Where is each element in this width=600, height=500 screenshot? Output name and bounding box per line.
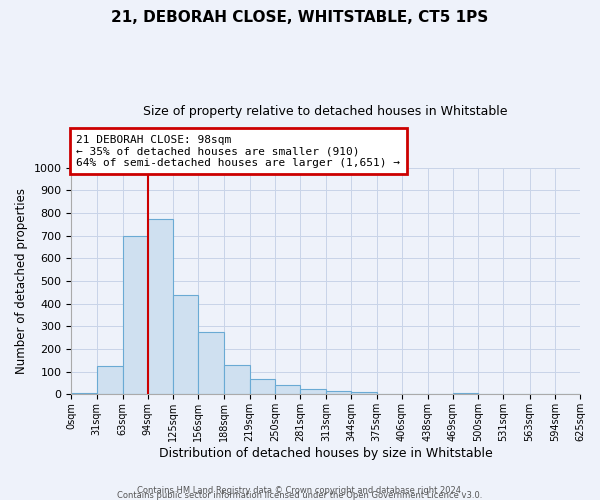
Bar (275, 386, 300, 394)
Y-axis label: Number of detached properties: Number of detached properties (15, 188, 28, 374)
Bar (300, 389, 326, 394)
Text: 21 DEBORAH CLOSE: 98sqm
← 35% of detached houses are smaller (910)
64% of semi-d: 21 DEBORAH CLOSE: 98sqm ← 35% of detache… (76, 134, 400, 168)
Bar (224, 365, 250, 394)
Bar (97, 366, 122, 394)
Bar (351, 392, 377, 394)
Text: Contains HM Land Registry data © Crown copyright and database right 2024.: Contains HM Land Registry data © Crown c… (137, 486, 463, 495)
Bar (198, 332, 224, 394)
X-axis label: Distribution of detached houses by size in Whitstable: Distribution of detached houses by size … (159, 447, 493, 460)
Text: 21, DEBORAH CLOSE, WHITSTABLE, CT5 1PS: 21, DEBORAH CLOSE, WHITSTABLE, CT5 1PS (112, 10, 488, 25)
Bar (453, 392, 478, 394)
Bar (326, 391, 351, 394)
Bar (250, 379, 275, 394)
Bar (122, 236, 148, 394)
Title: Size of property relative to detached houses in Whitstable: Size of property relative to detached ho… (143, 105, 508, 118)
Bar (148, 219, 173, 394)
Bar (173, 294, 198, 394)
Text: Contains public sector information licensed under the Open Government Licence v3: Contains public sector information licen… (118, 490, 482, 500)
